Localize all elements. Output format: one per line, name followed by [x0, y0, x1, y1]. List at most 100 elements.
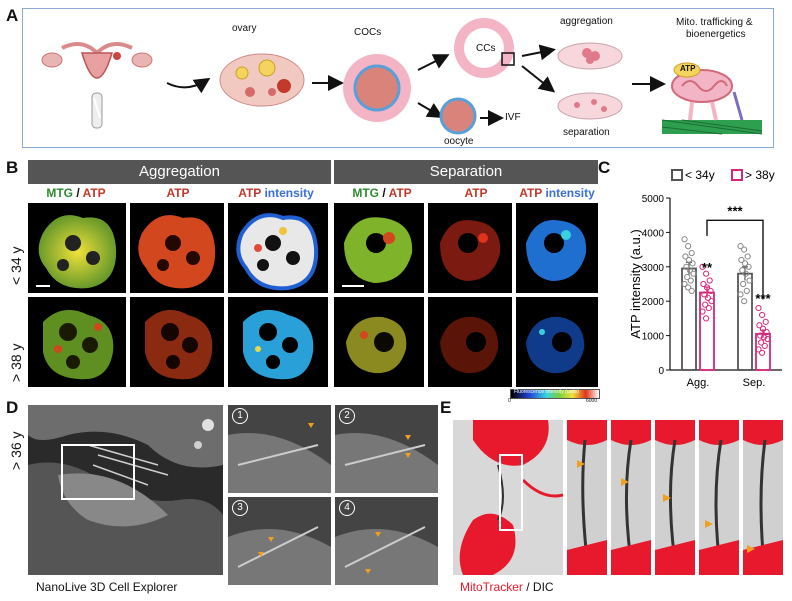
row-label-old: > 38 y: [8, 343, 24, 382]
legend-label-1: > 38y: [745, 168, 775, 182]
point-0-1-5: [707, 287, 714, 294]
nanolive-main-image: [28, 405, 223, 575]
mitotracker-timelapse-5: [743, 420, 783, 575]
point-0-0-10: [687, 277, 694, 284]
point-1-1-12: [759, 349, 766, 356]
col-label-6: ATP intensity: [519, 186, 595, 200]
separation-label: separation: [563, 127, 610, 138]
separation-dish-illustration: [557, 92, 623, 120]
bar-0-0: [681, 267, 697, 371]
intensity-colorbar: [510, 389, 600, 399]
schematic-drawing: [41, 18, 763, 135]
row-label-young: < 34 y: [8, 246, 24, 285]
inset-number-1: 1: [232, 408, 248, 424]
ivf-label: IVF: [505, 112, 521, 123]
point-0-1-7: [704, 294, 712, 301]
point-1-1-2: [762, 318, 769, 325]
y-tick-label-1: 1000: [642, 332, 665, 343]
oocyte-illustration: [439, 97, 477, 135]
point-1-0-7: [742, 270, 749, 277]
point-0-1-8: [708, 298, 715, 305]
x-tick-label-1: Sep.: [743, 377, 766, 389]
point-0-1-11: [699, 308, 706, 315]
point-1-0-9: [740, 280, 747, 288]
point-1-1-5: [763, 329, 770, 336]
point-0-0-3: [682, 253, 689, 260]
point-0-0-6: [683, 263, 690, 270]
point-0-0-5: [689, 260, 696, 267]
micrograph-agg-young-intensity: [228, 203, 328, 293]
point-1-1-3: [756, 322, 763, 329]
uterus-illustration: [41, 42, 153, 129]
panel-letter-c: C: [598, 158, 611, 177]
point-0-0-11: [681, 280, 688, 288]
ovary-label: ovary: [232, 23, 257, 34]
point-0-1-12: [703, 315, 710, 322]
point-0-1-4: [703, 284, 711, 291]
y-axis-title: ATP intensity (a.u.): [628, 229, 643, 338]
point-0-0-1: [685, 243, 692, 250]
col-label-2: ATP: [166, 186, 190, 200]
panel-d-row-label: > 36 y: [8, 431, 24, 470]
mitotracker-timelapse-2: [611, 420, 651, 575]
point-1-1-7: [760, 334, 767, 341]
point-1-1-11: [755, 346, 762, 353]
point-1-0-12: [741, 298, 748, 305]
point-1-1-4: [759, 325, 767, 332]
point-0-0-9: [684, 274, 691, 281]
coc-illustration: [343, 54, 411, 122]
micrograph-sep-young-intensity: [516, 203, 598, 293]
point-0-0-2: [688, 249, 695, 257]
oocyte-label: oocyte: [444, 136, 474, 147]
point-0-0-0: [681, 236, 688, 243]
mitochondria-illustration: [661, 62, 763, 135]
ccs-label: CCs: [476, 43, 496, 54]
micrograph-sep-young-atp: [428, 203, 512, 293]
point-1-0-0: [737, 243, 744, 250]
point-0-0-7: [686, 267, 694, 274]
atp-label: ATP: [680, 64, 696, 73]
significance-agg: **: [702, 260, 713, 275]
mitotracker-timelapse-4: [699, 420, 739, 575]
micrograph-agg-old-merge: [28, 297, 126, 387]
point-0-0-4: [685, 256, 693, 264]
y-tick-label-5: 5000: [642, 194, 665, 205]
legend-swatch-1: [731, 169, 743, 181]
cocs-label: COCs: [354, 27, 382, 38]
col-label-5: ATP: [464, 186, 488, 200]
panel-letter-a: A: [6, 6, 19, 25]
micrograph-agg-young-merge: [28, 203, 126, 293]
mitotracker-timelapse-1: [567, 420, 607, 575]
point-0-0-13: [688, 287, 695, 294]
panel-letter-b: B: [6, 158, 19, 177]
point-1-0-5: [745, 263, 752, 270]
mito-label-line1: Mito. trafficking &: [676, 17, 753, 28]
point-1-0-8: [746, 277, 753, 284]
cumulus-cells-illustration: [454, 18, 515, 78]
micrograph-sep-old-intensity: [516, 297, 598, 387]
point-1-0-6: [739, 267, 746, 274]
panel-e-caption: MitoTracker / DIC: [460, 580, 554, 594]
point-0-1-9: [702, 301, 709, 308]
point-1-0-11: [737, 291, 744, 298]
point-1-0-4: [741, 260, 749, 267]
x-tick-label-0: Agg.: [687, 377, 710, 389]
mito-label-line2: bioenergetics: [686, 29, 746, 40]
bar-1-0: [737, 272, 753, 371]
separation-header: Separation: [334, 160, 598, 184]
point-0-1-6: [701, 291, 708, 298]
micrograph-sep-old-merge: [334, 297, 424, 387]
y-tick-label-3: 3000: [642, 263, 665, 274]
significance-bracket: [706, 219, 764, 300]
colorbar-max: 6000: [586, 398, 598, 404]
colorbar-min: 0: [508, 398, 511, 404]
point-1-1-8: [764, 335, 771, 343]
aggregation-label: aggregation: [560, 16, 613, 27]
col-label-1: MTG / ATP: [46, 186, 106, 200]
point-1-1-9: [758, 339, 765, 346]
point-1-0-3: [738, 256, 745, 264]
point-0-0-12: [685, 284, 692, 291]
point-0-1-1: [703, 270, 710, 277]
colorbar-label: Fluorescence intensity (units): [514, 389, 580, 395]
atp-intensity-chart: < 34y > 38y 0 1000 2000 3000 4000 5000 ATP inten…: [628, 168, 782, 389]
